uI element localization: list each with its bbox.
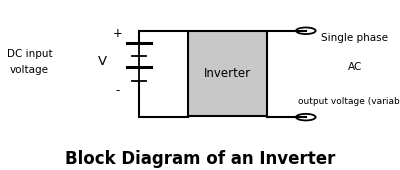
Text: -: - [116, 84, 120, 97]
Text: +: + [113, 27, 123, 40]
Text: Block Diagram of an Inverter: Block Diagram of an Inverter [65, 150, 335, 168]
Text: voltage: voltage [10, 65, 49, 75]
Text: V: V [98, 55, 106, 68]
Text: Single phase: Single phase [321, 33, 388, 43]
Text: AC: AC [348, 62, 362, 72]
Bar [188, 31, 267, 116]
Text: Inverter: Inverter [204, 67, 251, 80]
Text: DC input: DC input [7, 49, 52, 59]
Text: output voltage (variable): output voltage (variable) [298, 97, 400, 106]
